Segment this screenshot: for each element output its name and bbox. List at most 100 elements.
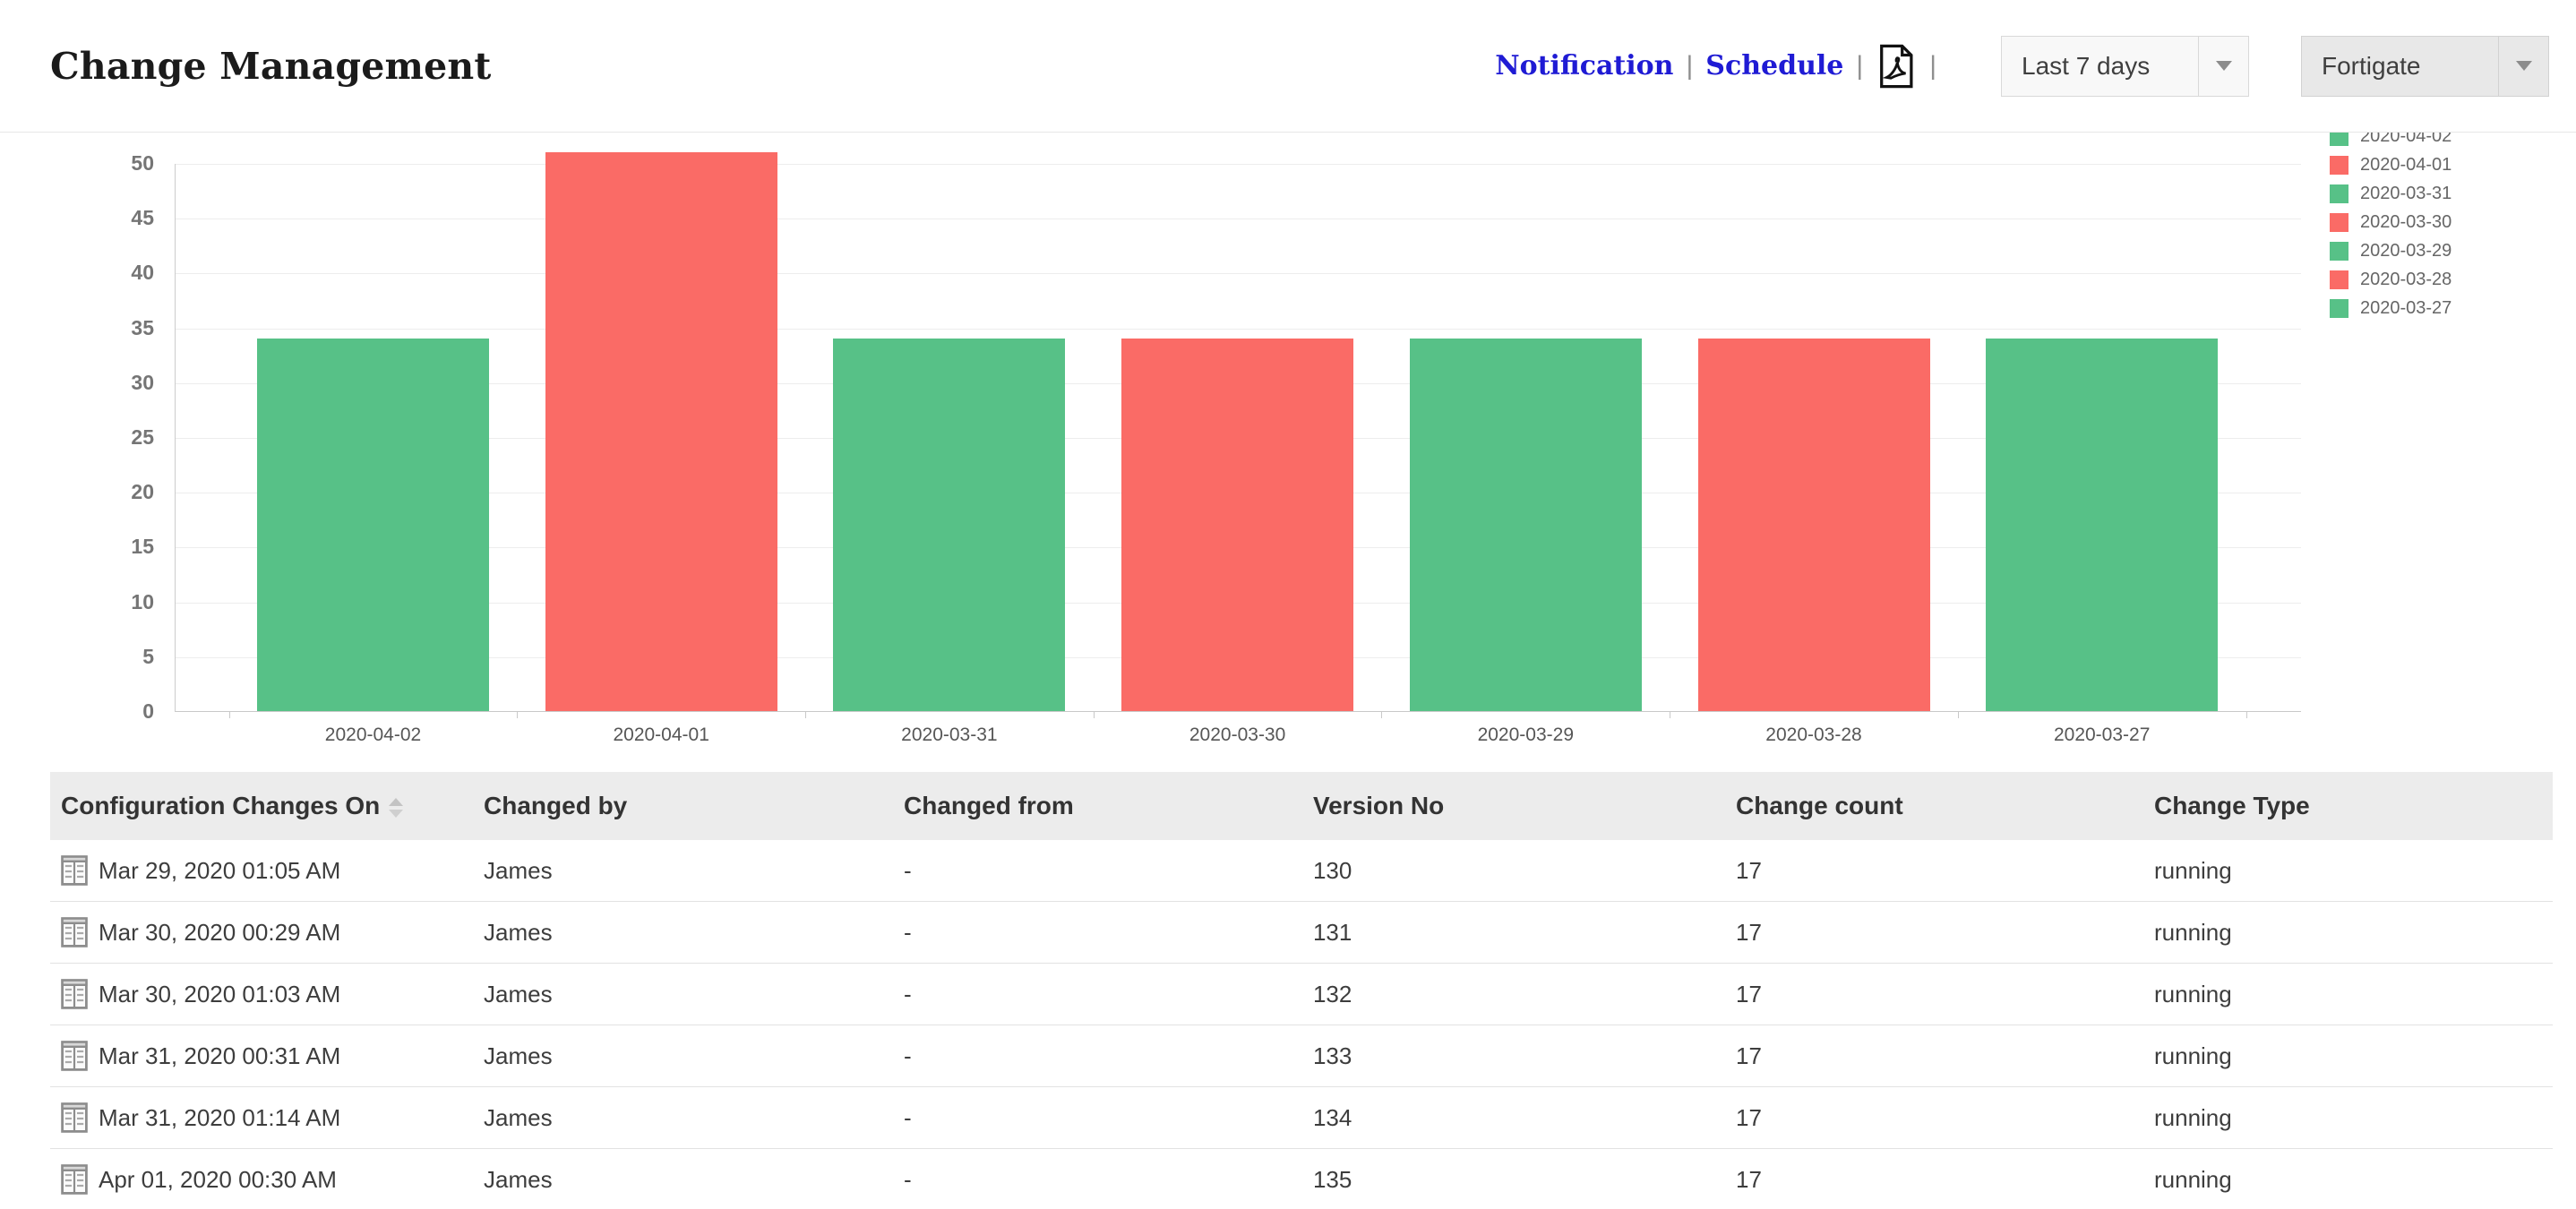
sort-icon (389, 797, 404, 818)
legend-item-2020-03-27[interactable]: 2020-03-27 (2330, 294, 2451, 322)
legend-label: 2020-03-30 (2360, 211, 2452, 232)
cell-changed-on: Mar 31, 2020 01:14 AM (50, 1086, 474, 1149)
y-axis-tick-label: 40 (131, 261, 154, 285)
column-header-change-count[interactable]: Change count (1724, 772, 2143, 840)
table-row[interactable]: Mar 29, 2020 01:05 AM James -130 17 running (50, 840, 2553, 902)
config-version-icon[interactable] (61, 855, 88, 886)
x-axis-label: 2020-03-28 (1765, 725, 1862, 743)
date-range-dropdown[interactable]: Last 7 days (2001, 35, 2249, 97)
link-separator: | (1856, 50, 1864, 81)
config-version-icon[interactable] (61, 1041, 88, 1071)
config-changes-table: Configuration Changes On Changed by Change… (50, 772, 2553, 1209)
x-axis-tick (805, 712, 807, 718)
cell-change-count: 17 (1724, 901, 2143, 964)
y-axis-tick-label: 20 (131, 480, 154, 504)
schedule-link[interactable]: Schedule (1705, 50, 1844, 81)
bar-2020-04-01[interactable] (545, 151, 777, 711)
x-axis-tick (1093, 712, 1095, 718)
legend-swatch (2330, 133, 2348, 146)
table-row[interactable]: Mar 31, 2020 00:31 AM James -133 17 running (50, 1025, 2553, 1087)
notification-link[interactable]: Notification (1495, 50, 1674, 81)
legend-swatch (2330, 184, 2348, 203)
y-axis-tick-label: 30 (131, 370, 154, 394)
table-row[interactable]: Mar 30, 2020 00:29 AM James -131 17 running (50, 901, 2553, 964)
cell-changed-by: James (473, 901, 894, 964)
cell-changed-from: - (893, 963, 1302, 1025)
y-axis-tick-label: 15 (131, 535, 154, 559)
bar-2020-04-02[interactable] (257, 338, 489, 711)
cell-changed-from: - (893, 840, 1302, 902)
legend-swatch (2330, 155, 2348, 175)
column-header-configuration-changes-on[interactable]: Configuration Changes On (50, 772, 474, 840)
column-header-changed-by[interactable]: Changed by (473, 772, 894, 840)
column-header-label: Changed by (484, 792, 628, 819)
table-header-row: Configuration Changes On Changed by Change… (50, 772, 2553, 840)
cell-changed-by: James (473, 1086, 894, 1149)
x-axis-label: 2020-03-31 (901, 725, 998, 743)
pdf-export-icon[interactable] (1876, 44, 1917, 89)
link-separator: | (1686, 50, 1694, 81)
bar-2020-03-31[interactable] (833, 338, 1066, 711)
cell-changed-by: James (473, 1025, 894, 1087)
cell-version-no: 133 (1301, 1025, 1725, 1087)
x-axis-tick (1381, 712, 1383, 718)
device-value: Fortigate (2322, 51, 2421, 80)
cell-changed-on: Apr 01, 2020 00:30 AM (50, 1148, 474, 1209)
table-row[interactable]: Apr 01, 2020 00:30 AM James -135 17 running (50, 1148, 2553, 1209)
cell-change-type: running (2142, 963, 2553, 1025)
cell-version-no: 134 (1301, 1086, 1725, 1149)
cell-change-type: running (2142, 1025, 2553, 1087)
cell-version-no: 132 (1301, 963, 1725, 1025)
legend-item-2020-04-01[interactable]: 2020-04-01 (2330, 150, 2451, 179)
y-axis-tick-label: 50 (131, 151, 154, 175)
legend-label: 2020-03-31 (2360, 183, 2452, 203)
y-axis-tick-label: 10 (131, 589, 154, 613)
table-row[interactable]: Mar 31, 2020 01:14 AM James -134 17 running (50, 1086, 2553, 1149)
changed-on-value: Mar 30, 2020 01:03 AM (99, 980, 341, 1008)
cell-change-count: 17 (1724, 840, 2143, 902)
chevron-down-icon (2515, 61, 2532, 71)
cell-change-type: running (2142, 840, 2553, 902)
x-axis-tick (1957, 712, 1959, 718)
changed-on-value: Mar 31, 2020 00:31 AM (99, 1042, 341, 1069)
table-row[interactable]: Mar 30, 2020 01:03 AM James -132 17 running (50, 963, 2553, 1025)
legend-label: 2020-03-28 (2360, 269, 2452, 289)
legend-label: 2020-03-27 (2360, 297, 2452, 318)
config-version-icon[interactable] (61, 1164, 88, 1195)
config-version-icon[interactable] (61, 979, 88, 1009)
date-cell: Mar 30, 2020 00:29 AM (61, 917, 462, 947)
date-cell: Apr 01, 2020 00:30 AM (61, 1164, 462, 1195)
column-header-changed-from[interactable]: Changed from (893, 772, 1302, 840)
changed-on-value: Mar 31, 2020 01:14 AM (99, 1103, 341, 1131)
cell-changed-on: Mar 31, 2020 00:31 AM (50, 1025, 474, 1087)
legend-item-2020-03-29[interactable]: 2020-03-29 (2330, 236, 2451, 265)
column-header-change-type[interactable]: Change Type (2142, 772, 2553, 840)
bar-2020-03-30[interactable] (1121, 338, 1354, 711)
bar-2020-03-29[interactable] (1409, 338, 1642, 711)
config-version-icon[interactable] (61, 1102, 88, 1133)
legend-item-2020-03-30[interactable]: 2020-03-30 (2330, 208, 2451, 236)
date-range-arrow[interactable] (2198, 36, 2248, 96)
changed-on-value: Mar 29, 2020 01:05 AM (99, 856, 341, 884)
bar-2020-03-28[interactable] (1697, 338, 1930, 711)
cell-change-type: running (2142, 1148, 2553, 1209)
column-header-version-no[interactable]: Version No (1301, 772, 1725, 840)
column-header-label: Change Type (2153, 792, 2310, 819)
bar-2020-03-27[interactable] (1986, 338, 2219, 711)
date-range-value: Last 7 days (2022, 51, 2151, 80)
config-version-icon[interactable] (61, 917, 88, 947)
cell-changed-from: - (893, 1148, 1302, 1209)
cell-change-count: 17 (1724, 963, 2143, 1025)
legend-swatch (2330, 241, 2348, 261)
link-separator: | (1929, 50, 1936, 81)
device-dropdown[interactable]: Fortigate (2301, 35, 2549, 97)
x-axis-label: 2020-03-30 (1189, 725, 1286, 743)
column-header-label: Changed from (904, 792, 1074, 819)
cell-changed-by: James (473, 1148, 894, 1209)
device-arrow[interactable] (2498, 36, 2548, 96)
legend-item-2020-03-28[interactable]: 2020-03-28 (2330, 265, 2451, 294)
legend-item-2020-04-02[interactable]: 2020-04-02 (2330, 133, 2451, 150)
sort-up-arrow-icon (389, 797, 404, 806)
legend-item-2020-03-31[interactable]: 2020-03-31 (2330, 179, 2451, 208)
legend-swatch (2330, 212, 2348, 232)
